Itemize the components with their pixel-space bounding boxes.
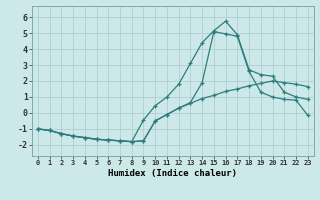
X-axis label: Humidex (Indice chaleur): Humidex (Indice chaleur) xyxy=(108,169,237,178)
